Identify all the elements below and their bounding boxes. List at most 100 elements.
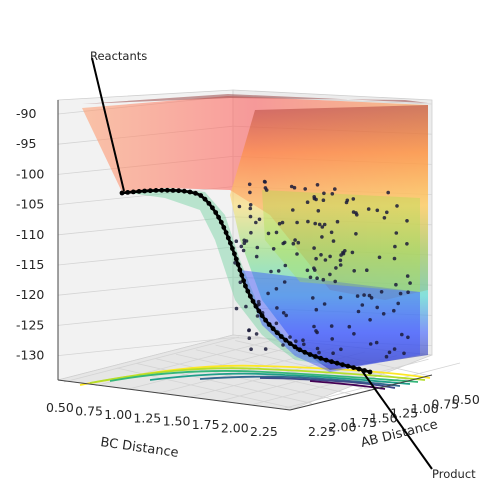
x-tick-label: 1.25 — [133, 410, 161, 425]
trajectory-point — [242, 238, 246, 243]
trajectory-point — [333, 279, 338, 284]
surface-blue-basin — [240, 270, 420, 372]
trajectory-point — [291, 241, 296, 246]
trajectory-point — [392, 308, 396, 313]
y-tick-label: 1.00 — [411, 401, 439, 416]
product-arrow — [359, 367, 433, 470]
trajectory-point — [274, 230, 279, 235]
trajectory-point — [347, 324, 352, 329]
trajectory-point — [276, 269, 281, 273]
trajectory-point — [405, 219, 409, 223]
x-axis-line — [57, 379, 291, 411]
trajectory-point — [343, 249, 347, 253]
y-tick-label: 2.25 — [308, 424, 336, 439]
z-tick-label: -105 — [16, 197, 44, 212]
trajectory-point — [311, 296, 315, 300]
trajectory-point — [242, 241, 247, 245]
trajectory-point — [360, 303, 365, 307]
floor-contours — [79, 364, 431, 390]
trajectory-point — [368, 318, 372, 322]
trajectory-point — [305, 200, 310, 204]
trajectory-point — [281, 343, 285, 347]
trajectory-point — [247, 182, 252, 187]
z-tick-label: -90 — [16, 106, 36, 121]
trajectory-point — [280, 220, 285, 225]
x-tick-label: 0.75 — [75, 403, 103, 418]
z-tick-label: -95 — [16, 136, 36, 151]
trajectory-point — [283, 263, 288, 268]
y-tick-label: 0.50 — [452, 392, 480, 407]
trajectory-point — [292, 185, 297, 190]
trajectory-point — [375, 305, 380, 310]
z-gridline-left — [57, 307, 234, 326]
trajectory-point — [375, 208, 380, 213]
trajectory-point — [385, 210, 389, 215]
surface-front-slope — [122, 188, 330, 365]
trajectory-point — [301, 338, 305, 343]
trajectory-point — [398, 291, 403, 296]
x-tick-label: 0.50 — [46, 400, 74, 415]
trajectory-point — [323, 258, 328, 262]
trajectory-point — [248, 190, 252, 195]
trajectory-point — [306, 219, 310, 224]
trajectory-point — [254, 220, 258, 225]
trajectory-point — [257, 217, 262, 222]
trajectory-point — [315, 183, 320, 187]
trajectory-point — [379, 290, 384, 294]
trajectory-point — [302, 342, 306, 347]
surface-valley-right — [230, 105, 428, 370]
z-tick-label: -115 — [16, 257, 44, 272]
trajectory-point — [288, 335, 292, 339]
trajectory-point — [382, 216, 387, 220]
trajectory-point — [329, 230, 334, 235]
trajectory-point — [266, 231, 271, 236]
trajectory-point — [366, 207, 371, 211]
trajectory-point — [350, 250, 355, 255]
contour-level-3 — [109, 369, 419, 383]
trajectory-point — [322, 302, 327, 306]
trajectory-point — [396, 301, 401, 306]
contour-level-5 — [199, 375, 401, 387]
trajectory-point — [274, 321, 279, 326]
trajectory-point — [255, 245, 260, 250]
trajectory-point — [305, 268, 310, 273]
trajectory-point — [339, 347, 343, 352]
trajectory-point — [320, 225, 325, 229]
trajectory-point — [254, 332, 259, 336]
trajectory-point — [238, 280, 243, 285]
trajectory-point — [275, 306, 279, 310]
trajectory-point — [248, 203, 253, 207]
trajectory-point — [313, 221, 318, 226]
trajectory-point — [303, 187, 308, 191]
minimum-energy-path — [121, 188, 371, 374]
x-gridline — [63, 336, 240, 383]
trajectory-point — [365, 268, 369, 273]
x-tick-label: 1.75 — [192, 417, 220, 432]
trajectory-point — [284, 313, 289, 318]
reactants-label: Reactants — [90, 49, 147, 63]
trajectory-point — [392, 347, 397, 351]
trajectory-point — [315, 276, 319, 281]
y-tick-label: 1.50 — [370, 410, 398, 425]
trajectory-point — [294, 339, 298, 344]
trajectory-point — [402, 351, 406, 356]
trajectory-point — [393, 244, 397, 249]
trajectory-point — [282, 280, 287, 284]
x-tick-label: 2.00 — [221, 421, 249, 436]
y-tick-label: 0.75 — [431, 397, 459, 412]
trajectory-point — [329, 324, 334, 328]
trajectory-point — [247, 336, 252, 341]
surface-top-edge — [82, 94, 428, 104]
trajectory-point — [368, 342, 373, 346]
trajectory-point — [234, 239, 239, 243]
trajectory-point — [255, 314, 260, 318]
trajectory-point — [312, 324, 316, 329]
x-axis-label: BC Distance — [99, 435, 179, 461]
trajectory-point — [248, 206, 253, 211]
y-tick-label: 1.25 — [390, 406, 418, 421]
trajectory-point — [295, 220, 299, 225]
trajectory-point — [400, 332, 404, 337]
z-gridline-left — [57, 246, 234, 266]
trajectory-point — [394, 282, 398, 287]
x-tick-label: 2.25 — [250, 424, 278, 439]
